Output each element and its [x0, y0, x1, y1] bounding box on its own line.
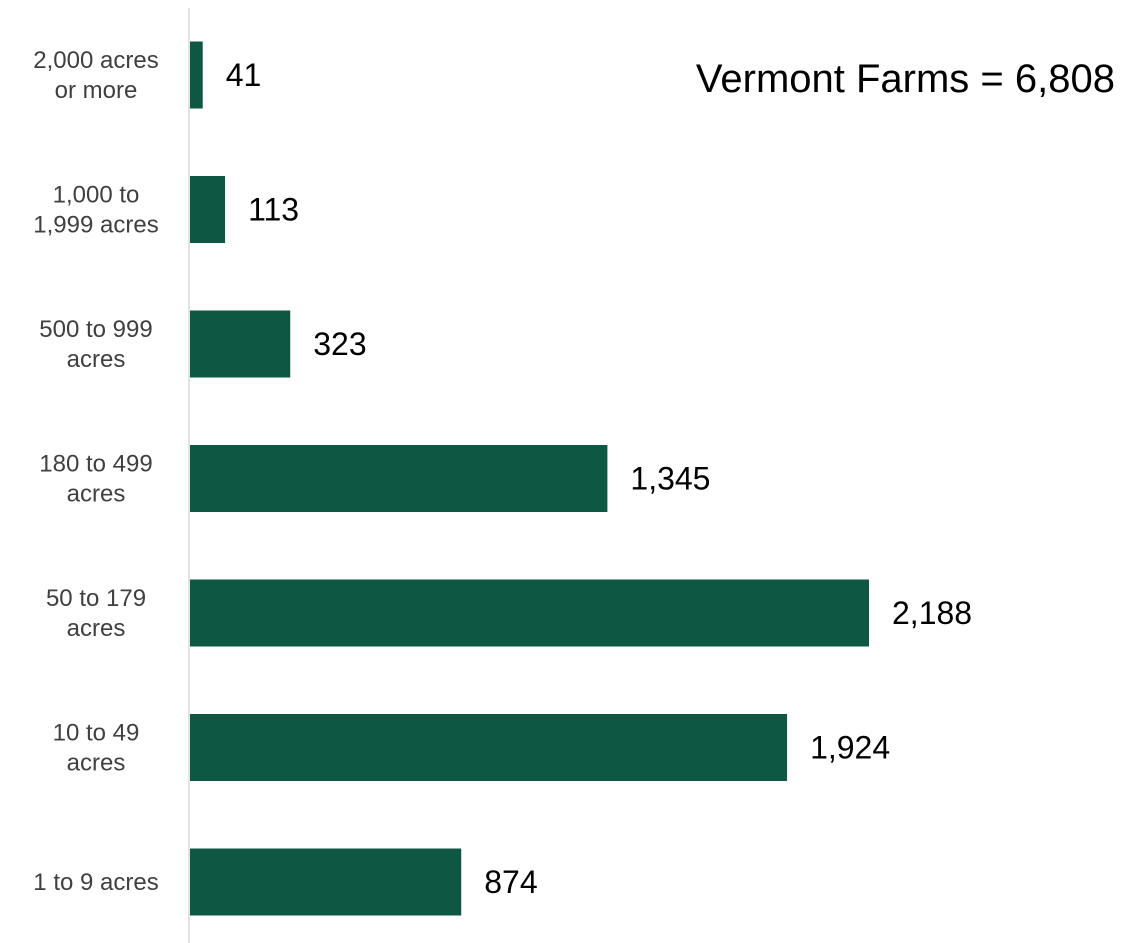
value-label: 113: [248, 192, 299, 228]
category-label-line: or more: [55, 77, 138, 104]
category-label: 180 to 499 acres: [39, 451, 152, 508]
bar: [190, 176, 226, 243]
category-label-line: acres: [67, 481, 126, 508]
category-label-line: 180 to 499: [39, 451, 152, 478]
value-label: 41: [226, 57, 262, 93]
category-label-line: 2,000 acres: [33, 47, 158, 74]
category-label-line: acres: [67, 750, 126, 777]
category-label-line: acres: [67, 346, 126, 373]
value-label: 874: [484, 864, 537, 900]
total-farms-annotation: Vermont Farms = 6,808: [696, 57, 1115, 101]
category-label: 10 to 49 acres: [53, 720, 140, 777]
bar: [190, 445, 608, 512]
category-label-line: 1,999 acres: [33, 212, 158, 239]
bar: [190, 41, 203, 109]
category-label-line: 500 to 999: [39, 316, 152, 343]
category-label-line: 1 to 9 acres: [33, 869, 158, 896]
category-label: 1,000 to 1,999 acres: [33, 182, 158, 239]
category-label: 2,000 acres or more: [33, 47, 158, 104]
value-label: 2,188: [892, 595, 972, 631]
category-label: 500 to 999 acres: [39, 316, 152, 373]
category-label-line: 1,000 to: [53, 182, 140, 209]
category-label: 1 to 9 acres: [33, 869, 158, 896]
category-label: 50 to 179 acres: [46, 585, 146, 642]
value-label: 1,345: [630, 461, 710, 497]
bar: [190, 310, 291, 378]
category-label-line: acres: [67, 615, 126, 642]
category-label-line: 50 to 179: [46, 585, 146, 612]
bar: [190, 579, 869, 647]
bar: [190, 714, 788, 781]
bar: [190, 848, 462, 916]
category-label-line: 10 to 49: [53, 720, 140, 747]
value-label: 1,924: [810, 730, 890, 766]
value-label: 323: [313, 326, 366, 362]
